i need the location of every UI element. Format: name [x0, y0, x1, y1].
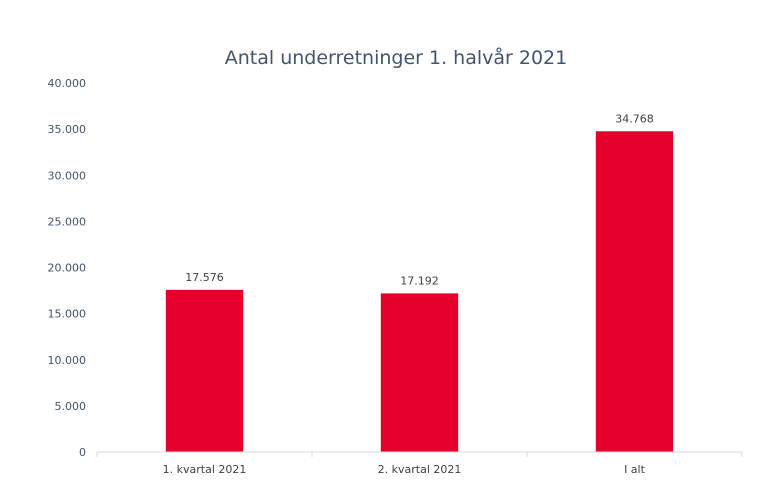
- chart-title: Antal underretninger 1. halvår 2021: [225, 46, 567, 69]
- x-tick-label: 2. kvartal 2021: [378, 463, 462, 476]
- y-axis: 0 5.000 10.000 15.000 20.000 25.000 30.000 35.0…: [48, 77, 87, 459]
- x-tick-label: 1. kvartal 2021: [163, 463, 247, 476]
- bar: [595, 131, 674, 452]
- data-label: 17.192: [400, 274, 439, 287]
- x-axis: 1. kvartal 2021 2. kvartal 2021 I alt: [96, 451, 743, 476]
- y-tick-label: 0: [79, 446, 86, 459]
- y-tick-label: 30.000: [48, 169, 87, 182]
- x-tick-label: I alt: [624, 463, 646, 476]
- y-tick-label: 20.000: [48, 262, 87, 275]
- data-label: 34.768: [615, 112, 654, 125]
- y-tick-label: 25.000: [48, 215, 87, 228]
- bar: [165, 289, 244, 452]
- y-tick-label: 15.000: [48, 308, 87, 321]
- y-tick-label: 40.000: [48, 77, 87, 90]
- y-tick-label: 35.000: [48, 123, 87, 136]
- bar: [380, 293, 459, 452]
- y-tick-label: 10.000: [48, 354, 87, 367]
- bars: 17.576 17.192 34.768: [165, 112, 674, 452]
- y-tick-label: 5.000: [55, 400, 87, 413]
- data-label: 17.576: [185, 271, 224, 284]
